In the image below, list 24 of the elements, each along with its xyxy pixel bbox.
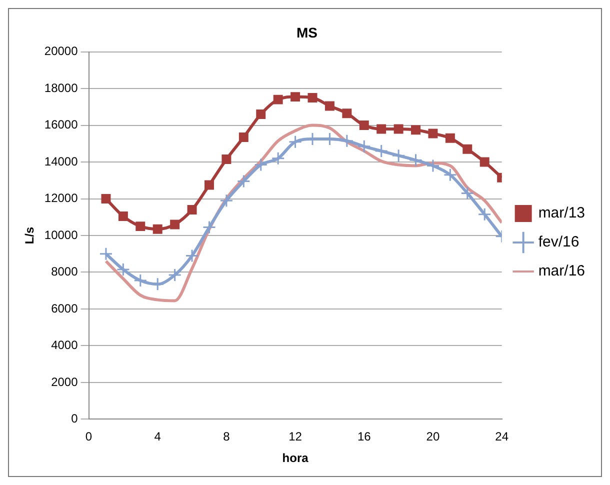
y-tick-label: 4000 xyxy=(51,338,78,352)
y-tick-label: 20000 xyxy=(44,44,78,58)
y-tick-label: 18000 xyxy=(44,80,78,95)
x-tick-label: 16 xyxy=(357,430,372,444)
x-tick-label: 0 xyxy=(85,430,92,444)
x-tick-label: 20 xyxy=(426,430,440,444)
y-axis-title: L/s xyxy=(22,226,37,244)
y-tick-label: 6000 xyxy=(51,301,78,316)
y-tick-label: 2000 xyxy=(51,374,78,389)
y-tick-label: 10000 xyxy=(44,228,78,242)
legend-label: fev/16 xyxy=(538,234,580,251)
legend-label: mar/13 xyxy=(538,204,586,222)
y-tick-label: 16000 xyxy=(44,118,78,132)
y-tick-label: 0 xyxy=(71,412,78,426)
y-tick-label: 8000 xyxy=(51,264,78,279)
x-tick-label: 8 xyxy=(223,430,230,444)
chart-title: MS xyxy=(296,24,318,40)
x-axis-title: hora xyxy=(282,451,309,466)
x-tick-label: 4 xyxy=(154,430,162,444)
y-tick-label: 14000 xyxy=(44,154,78,168)
y-tick-label: 12000 xyxy=(44,191,78,206)
x-tick-label: 24 xyxy=(495,430,509,444)
legend-label: mar/16 xyxy=(538,262,586,280)
x-tick-label: 12 xyxy=(288,430,302,444)
